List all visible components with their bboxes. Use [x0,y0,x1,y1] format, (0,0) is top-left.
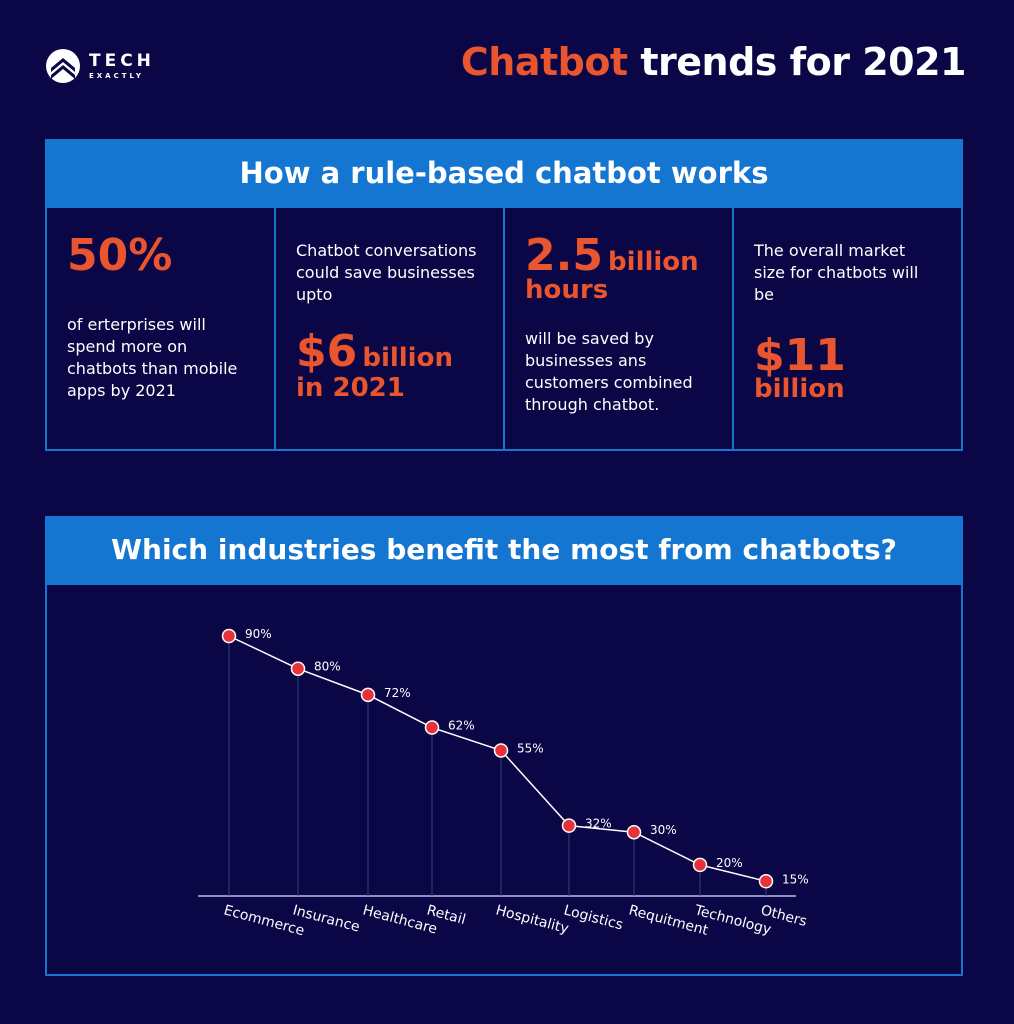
stat-value: 2.5 [525,230,603,281]
brand-logo: TECH EXACTLY [45,48,155,84]
data-point [561,818,577,833]
stat-text: will be saved by businesses ans customer… [525,329,693,414]
stats-panel: How a rule-based chatbot works 50% of er… [45,139,963,451]
stat-unit: billion [362,343,453,373]
page-title: Chatbot trends for 2021 [460,40,967,84]
stat-value: 50% [67,230,173,281]
stat-text: The overall market size for chatbots wil… [754,241,919,304]
data-label: 90% [245,627,272,641]
industries-header: Which industries benefit the most from c… [47,518,961,585]
title-rest: trends for 2021 [627,40,966,84]
data-point [692,857,708,873]
data-label: 30% [650,823,677,837]
data-point [626,824,642,840]
stat-card: 2.5 billion hours will be saved by busin… [505,208,734,451]
stat-unit: billion [608,247,699,277]
data-label: 20% [716,856,743,870]
logo-icon [46,49,80,83]
industries-panel: Which industries benefit the most from c… [45,516,963,976]
brand-name: TECH [89,50,155,71]
stat-card: 50% of erterprises will spend more on ch… [47,208,276,451]
stat-value: $11 [754,330,846,381]
data-point [758,874,774,889]
stats-header: How a rule-based chatbot works [47,141,961,208]
series-line [228,635,767,882]
stat-unit2: hours [525,275,609,305]
data-label: 80% [314,660,341,674]
title-accent: Chatbot [460,40,628,84]
stat-text: Chatbot conversations could save busines… [296,241,477,304]
data-label: 72% [384,686,411,700]
data-label: 15% [782,872,809,886]
data-label: 55% [517,741,544,755]
stat-unit: billion [754,374,845,404]
brand-sub: EXACTLY [89,71,144,80]
data-point [290,661,306,676]
stat-tail: in 2021 [296,373,405,403]
stat-card: The overall market size for chatbots wil… [734,208,961,451]
data-point [493,743,509,758]
data-point [424,720,440,735]
data-point [221,628,237,644]
stat-text: of erterprises will spend more on chatbo… [67,315,238,400]
data-label: 32% [585,817,612,831]
data-point [360,687,376,703]
data-label: 62% [448,719,475,733]
stat-card: Chatbot conversations could save busines… [276,208,505,451]
stat-value: $6 [296,326,358,377]
category-label: Hospitality [494,902,570,937]
category-label: Logistics [562,902,625,933]
